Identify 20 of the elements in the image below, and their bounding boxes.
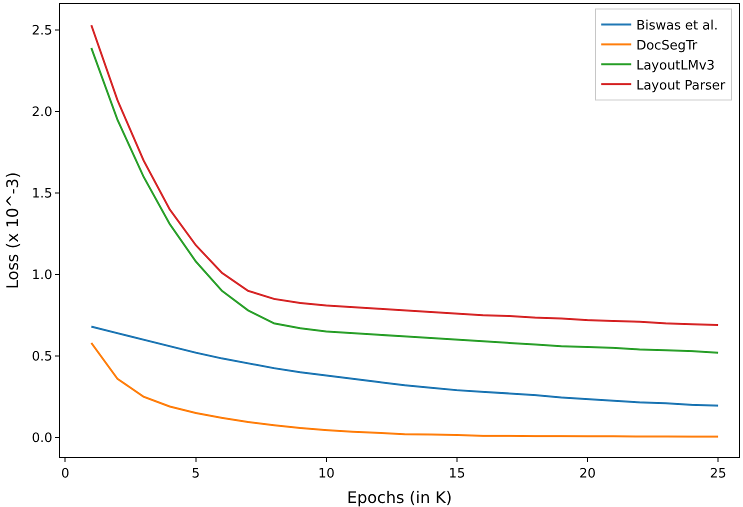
line-series <box>90 342 720 438</box>
y-tick-label: 2.5 <box>32 24 52 39</box>
x-tick-label: 20 <box>579 466 596 482</box>
legend-label: Biswas et al. <box>636 18 718 34</box>
y-tick-label: 1.5 <box>32 186 52 202</box>
y-tick-label: 0.5 <box>32 350 52 365</box>
x-tick-label: 10 <box>318 466 335 482</box>
legend-label: Layout Parser <box>636 78 726 94</box>
x-tick-label: 15 <box>448 466 466 482</box>
line-series <box>90 326 720 407</box>
y-axis-title: Loss (x 10^-3) <box>3 172 22 289</box>
x-tick-label: 0 <box>61 466 70 482</box>
y-tick-label: 1.0 <box>32 268 52 284</box>
x-tick-label: 25 <box>710 466 726 482</box>
x-tick-label: 5 <box>192 466 200 482</box>
legend-label: DocSegTr <box>636 38 698 54</box>
x-axis-title: Epochs (in K) <box>346 488 452 507</box>
y-tick-label: 2.0 <box>32 105 52 120</box>
legend-label: LayoutLMv3 <box>636 58 715 74</box>
y-tick-label: 0.0 <box>32 431 52 446</box>
